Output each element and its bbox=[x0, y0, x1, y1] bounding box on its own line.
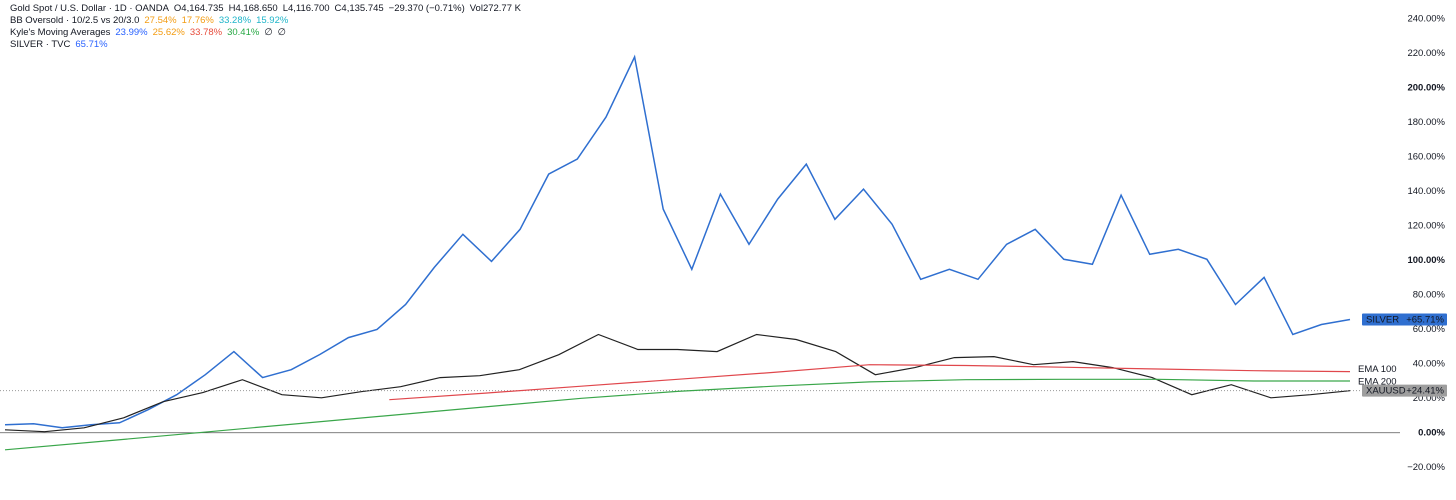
legend-item: Vol272.77 K bbox=[469, 3, 521, 14]
legend-item: L4,116.700 bbox=[282, 3, 330, 14]
series-line bbox=[4, 333, 1351, 433]
price-tag-value: +24.41% bbox=[1406, 386, 1444, 397]
y-tick-label: 140.00% bbox=[1407, 186, 1445, 197]
y-tick-label: 240.00% bbox=[1407, 13, 1445, 24]
y-tick-label: 200.00% bbox=[1407, 82, 1445, 93]
legend-item: C4,135.745 bbox=[334, 3, 384, 14]
legend-item: 65.71% bbox=[75, 39, 108, 50]
legend-item: 30.41% bbox=[227, 27, 260, 38]
legend-row: Kyle's Moving Averages 23.99% 25.62% 33.78%… bbox=[10, 27, 526, 39]
legend-row: SILVER · TVC 65.71% bbox=[10, 39, 526, 51]
y-tick-label: 40.00% bbox=[1413, 358, 1446, 369]
legend-item: 27.54% bbox=[144, 15, 177, 26]
series-label: EMA 200 bbox=[1358, 377, 1397, 388]
legend-item: 25.62% bbox=[152, 27, 185, 38]
legend-item: H4,168.650 bbox=[228, 3, 278, 14]
legend-item: ∅ bbox=[277, 27, 286, 38]
price-tag-value: +65.71% bbox=[1406, 314, 1444, 325]
y-tick-label: −20.00% bbox=[1407, 462, 1445, 473]
y-tick-label: 120.00% bbox=[1407, 220, 1445, 231]
legend-row: BB Oversold · 10/2.5 vs 20/3.0 27.54% 17.7… bbox=[10, 15, 526, 27]
series-label: EMA 100 bbox=[1358, 364, 1397, 375]
y-tick-label: 220.00% bbox=[1407, 48, 1445, 59]
legend-item: 33.78% bbox=[189, 27, 223, 38]
legend-item: 33.28% bbox=[218, 15, 252, 26]
legend-item: O4,164.735 bbox=[173, 3, 224, 14]
legend-item: Gold Spot / U.S. Dollar · 1D · OANDA bbox=[10, 3, 169, 14]
legend-item: −29.370 (−0.71%) bbox=[388, 3, 465, 14]
y-tick-label: 160.00% bbox=[1407, 151, 1445, 162]
y-tick-label: 80.00% bbox=[1413, 289, 1446, 300]
legend-item: BB Oversold · 10/2.5 vs 20/3.0 bbox=[10, 15, 140, 26]
legend: Gold Spot / U.S. Dollar · 1D · OANDA O4,1… bbox=[10, 3, 526, 51]
y-tick-label: 100.00% bbox=[1407, 255, 1445, 266]
legend-item: 15.92% bbox=[256, 15, 289, 26]
series-line bbox=[4, 378, 1350, 451]
legend-item: ∅ bbox=[264, 27, 273, 38]
price-tag-name: SILVER bbox=[1366, 314, 1399, 325]
y-tick-label: 0.00% bbox=[1418, 427, 1445, 438]
legend-item: SILVER · TVC bbox=[10, 39, 71, 50]
price-tag bbox=[1362, 313, 1447, 326]
y-tick-label: 60.00% bbox=[1413, 324, 1446, 335]
legend-item: 17.76% bbox=[181, 15, 214, 26]
y-tick-label: 20.00% bbox=[1413, 393, 1446, 404]
legend-item: 23.99% bbox=[115, 27, 148, 38]
price-tag-name: XAUUSD bbox=[1366, 386, 1406, 397]
price-tag bbox=[1362, 384, 1447, 397]
legend-row: Gold Spot / U.S. Dollar · 1D · OANDA O4,1… bbox=[10, 3, 526, 15]
series-line bbox=[389, 364, 1351, 401]
legend-item: Kyle's Moving Averages bbox=[10, 27, 111, 38]
y-tick-label: 180.00% bbox=[1407, 117, 1445, 128]
series-line bbox=[4, 54, 1351, 429]
